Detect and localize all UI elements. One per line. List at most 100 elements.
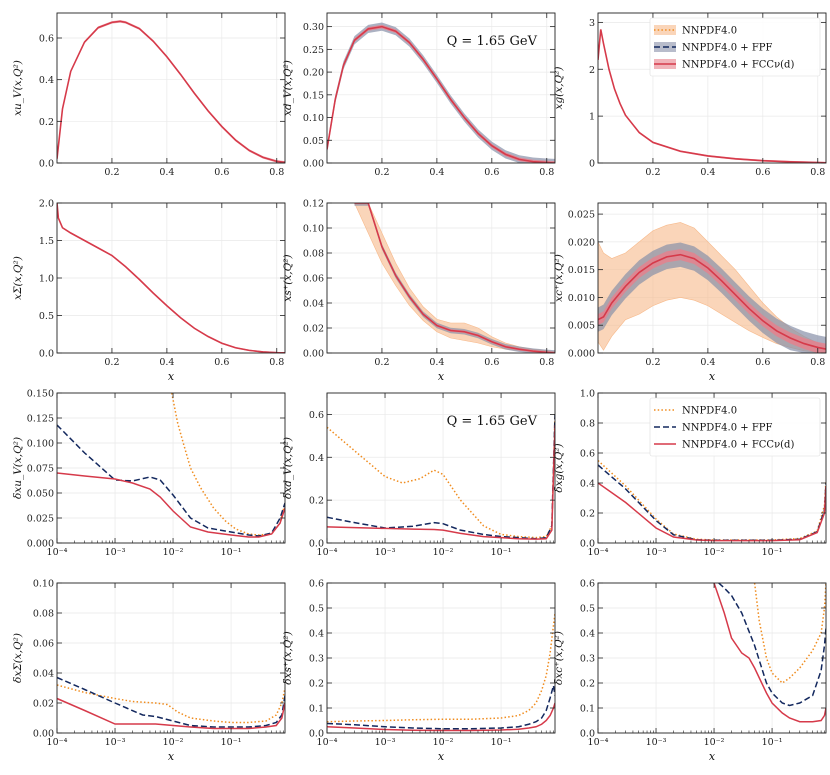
y-tick-label: 0.2 — [309, 496, 324, 507]
x-tick-label: 0.4 — [429, 167, 444, 178]
y-tick-label: 0.005 — [568, 321, 595, 332]
x-tick-label: 10⁻¹ — [221, 737, 242, 748]
panel-p10: 0.2 0.4 0.6 0.8 0.0 0.5 1.0 1.5 2.0 x xΣ(x,Q²) — [12, 199, 286, 383]
y-tick-label: 0.0 — [580, 539, 595, 550]
x-axis-label: x — [168, 750, 175, 763]
legend-label: NNPDF4.0 + FCCν(d) — [682, 60, 794, 71]
y-tick-label: 0.010 — [568, 293, 595, 304]
x-tick-label: 0.8 — [810, 167, 825, 178]
series-line — [327, 702, 555, 732]
y-axis-label: xΣ(x,Q²) — [12, 256, 24, 300]
y-axis-label: xd_V(x,Q²) — [282, 60, 294, 116]
y-tick-label: 0.000 — [568, 349, 595, 360]
x-tick-label: 10⁻² — [433, 547, 454, 558]
legend-swatch — [654, 25, 676, 35]
y-tick-label: 0.0 — [580, 729, 595, 740]
y-tick-label: 0.6 — [309, 410, 324, 421]
series-line — [718, 583, 826, 707]
plot-area — [327, 612, 555, 732]
y-tick-label: 0.050 — [27, 489, 54, 500]
axes-frame — [326, 392, 556, 544]
y-tick-label: 1 — [589, 112, 595, 123]
panel-p01: 0.2 0.4 0.6 0.8 0.00 0.05 0.10 0.15 0.20 0.25 0.30… — [282, 12, 556, 178]
y-tick-label: 0.0 — [39, 159, 54, 170]
legend: NNPDF4.0 NNPDF4.0 + FPF NNPDF4.0 + FCCν(d) — [649, 17, 821, 77]
band-nnpdf — [354, 203, 555, 353]
x-tick-label: 10⁻³ — [646, 737, 667, 748]
y-tick-label: 0.8 — [580, 419, 595, 430]
x-tick-label: 0.8 — [269, 167, 284, 178]
axes-frame — [597, 392, 827, 544]
legend-label: NNPDF4.0 — [682, 26, 737, 37]
y-tick-label: 0.6 — [309, 579, 324, 590]
series-line — [57, 20, 285, 163]
band-fcc — [598, 249, 826, 353]
x-axis-label: x — [709, 370, 716, 383]
x-tick-label: 10⁻³ — [105, 547, 126, 558]
y-tick-label: 0.08 — [33, 609, 54, 620]
y-tick-label: 0.020 — [568, 237, 595, 248]
y-tick-label: 0.4 — [580, 479, 595, 490]
panel-p11: 0.2 0.4 0.6 0.8 0.00 0.02 0.04 0.06 0.08 0.10 0.12… — [282, 199, 556, 383]
y-tick-label: 0.2 — [309, 679, 324, 690]
series-line — [57, 424, 285, 537]
x-tick-label: 0.2 — [645, 167, 660, 178]
x-axis-label: x — [438, 750, 445, 763]
series-line — [598, 459, 826, 541]
y-tick-label: 0.5 — [580, 604, 595, 615]
x-tick-label: 10⁻² — [433, 737, 454, 748]
y-tick-label: 0.4 — [309, 453, 324, 464]
y-tick-label: 0.06 — [303, 274, 324, 285]
y-tick-label: 0.3 — [309, 654, 324, 665]
y-tick-label: 0.0 — [309, 729, 324, 740]
x-tick-label: 10⁻¹ — [491, 737, 512, 748]
x-tick-label: 0.4 — [159, 357, 174, 368]
x-tick-label: 0.8 — [539, 357, 554, 368]
plot-area — [598, 222, 826, 353]
x-tick-label: 0.6 — [755, 167, 770, 178]
y-axis-label: δxs⁺(x,Q²) — [282, 631, 294, 684]
x-tick-label: 10⁻¹ — [762, 737, 783, 748]
y-tick-label: 0.00 — [303, 159, 324, 170]
y-tick-label: 0.20 — [303, 68, 324, 79]
panel-p12: 0.2 0.4 0.6 0.8 0.000 0.005 0.010 0.015 0.020 0.0… — [553, 202, 827, 383]
x-tick-label: 0.6 — [214, 357, 229, 368]
x-tick-label: 0.8 — [810, 357, 825, 368]
series-line — [57, 472, 285, 538]
series-line — [327, 414, 555, 540]
x-tick-label: 10⁻² — [704, 547, 725, 558]
panel-p00: 0.2 0.4 0.6 0.8 0.0 0.2 0.4 0.6 xu_V(x,Q²) — [12, 12, 286, 178]
panel-p22: 10⁻⁴ 10⁻³ 10⁻² 10⁻¹ 0.0 0.2 0.4 0.6 0.8 1.0 δxg(x,… — [553, 389, 827, 558]
y-tick-label: 0.025 — [568, 210, 595, 221]
axes-frame — [326, 12, 556, 164]
y-axis-label: δxc⁺(x,Q²) — [553, 631, 565, 685]
panel-p20: 10⁻⁴ 10⁻³ 10⁻² 10⁻¹ 0.000 0.025 0.050 0.075 0.10… — [12, 389, 286, 558]
x-tick-label: 10⁻⁴ — [47, 547, 68, 558]
legend-label: NNPDF4.0 — [682, 406, 737, 417]
x-tick-label: 10⁻⁴ — [588, 737, 609, 748]
x-tick-label: 10⁻¹ — [762, 547, 783, 558]
panel-p21: 10⁻⁴ 10⁻³ 10⁻² 10⁻¹ 0.0 0.2 0.4 0.6 δxd_V(x,Q²) Q… — [282, 392, 556, 558]
series-line — [327, 685, 555, 730]
y-tick-label: 0.25 — [303, 45, 324, 56]
series-line — [713, 583, 826, 723]
x-tick-label: 0.6 — [484, 167, 499, 178]
y-axis-label: xc⁺(x,Q²) — [553, 254, 565, 302]
y-tick-label: 0.4 — [39, 75, 54, 86]
y-tick-label: 0.2 — [39, 117, 54, 128]
series-line — [598, 464, 826, 542]
y-tick-label: 0.04 — [33, 669, 54, 680]
x-tick-label: 0.4 — [700, 167, 715, 178]
y-tick-label: 0.150 — [27, 389, 54, 400]
plot-area — [598, 28, 826, 163]
x-tick-label: 10⁻² — [704, 737, 725, 748]
series-line — [57, 676, 285, 728]
x-tick-label: 0.6 — [214, 167, 229, 178]
x-axis-label: x — [438, 370, 445, 383]
y-tick-label: 2.0 — [39, 199, 54, 210]
y-axis-label: δxu_V(x,Q²) — [12, 437, 24, 499]
plot-area — [57, 393, 285, 538]
y-tick-label: 0.02 — [303, 324, 324, 335]
y-tick-label: 0.06 — [33, 639, 54, 650]
y-tick-label: 0.05 — [303, 136, 324, 147]
